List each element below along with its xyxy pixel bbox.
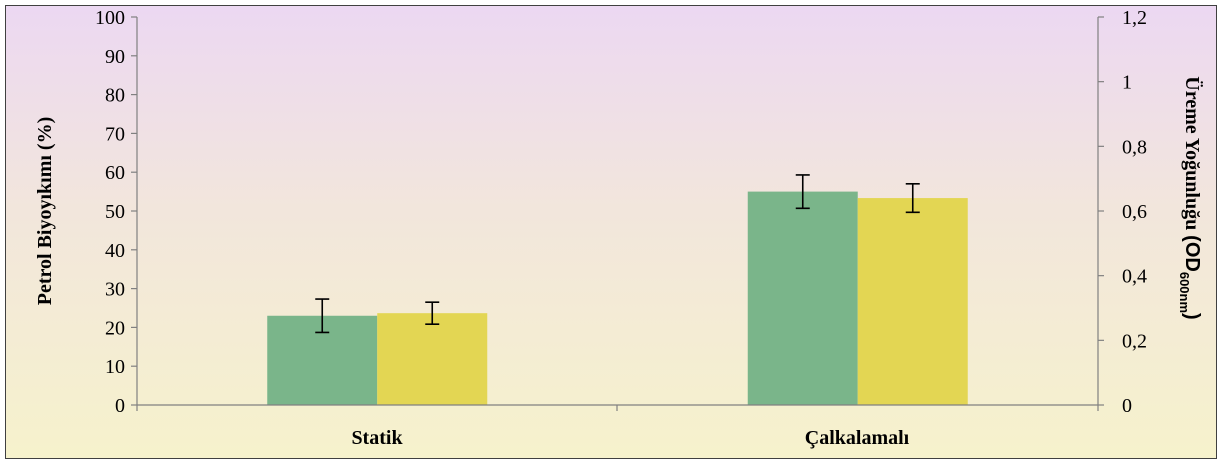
left-tick-label: 50	[105, 201, 125, 223]
left-axis-ticks: 0 10 20 30 40 50 60 70 80 90 100	[95, 7, 137, 417]
left-tick-label: 0	[115, 395, 125, 417]
error-bar	[425, 301, 440, 325]
category-label: Çalkalamalı	[805, 427, 910, 449]
left-tick-label: 40	[105, 240, 125, 262]
error-bar	[315, 298, 330, 334]
right-tick-label: 0,8	[1122, 136, 1147, 158]
chart-area: 0 10 20 30 40 50 60 70 80 90 100 0 0,2 0,4 0,6 0,8 1 1,2…	[5, 5, 1217, 459]
right-axis-title-main: Üreme Yoğunluğu	[1181, 76, 1204, 230]
category-labels: Statik Çalkalamalı	[351, 427, 909, 449]
right-axis-title: Üreme Yoğunluğu (OD600nm)	[1177, 76, 1204, 319]
left-tick-label: 30	[105, 279, 125, 301]
right-tick-label: 0,2	[1122, 330, 1147, 352]
left-axis-title: Petrol Biyoyıkımı (%)	[34, 117, 56, 306]
right-axis-title-close: )	[1181, 313, 1203, 320]
bar	[857, 198, 968, 405]
error-bars	[315, 174, 920, 334]
left-tick-label: 70	[105, 123, 125, 145]
bar-chart: 0 10 20 30 40 50 60 70 80 90 100 0 0,2 0,4 0,6 0,8 1 1,2…	[34, 7, 1204, 449]
category-label: Statik	[351, 427, 403, 449]
left-tick-label: 60	[105, 162, 125, 184]
error-bar	[795, 174, 810, 210]
right-tick-label: 0,6	[1122, 201, 1147, 223]
left-tick-label: 20	[105, 317, 125, 339]
left-tick-label: 80	[105, 85, 125, 107]
right-tick-label: 1,2	[1122, 7, 1147, 29]
right-axis-title-od: (OD	[1181, 235, 1203, 272]
bar	[377, 313, 488, 405]
bars	[267, 191, 968, 405]
right-tick-label: 0	[1122, 395, 1132, 417]
left-tick-label: 90	[105, 46, 125, 68]
right-tick-label: 0,4	[1122, 266, 1147, 288]
left-tick-label: 10	[105, 356, 125, 378]
left-tick-label: 100	[95, 7, 125, 29]
right-tick-label: 1	[1122, 72, 1132, 94]
error-bar	[905, 183, 920, 214]
right-axis-title-subscript: 600nm	[1177, 272, 1192, 313]
axes	[136, 17, 1099, 411]
right-axis-ticks: 0 0,2 0,4 0,6 0,8 1 1,2	[1098, 7, 1147, 417]
bar	[747, 191, 858, 405]
